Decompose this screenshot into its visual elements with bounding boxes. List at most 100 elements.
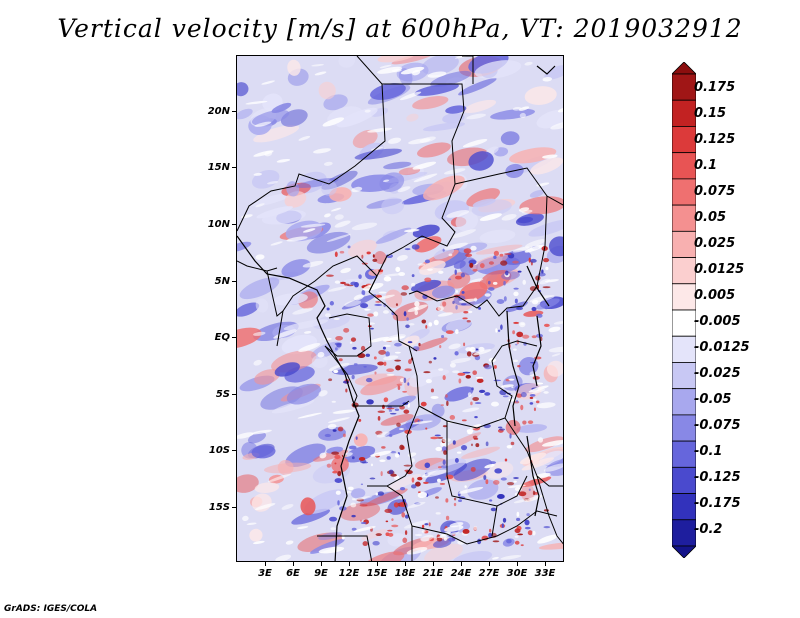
velocity-streak bbox=[383, 179, 390, 183]
velocity-speckle bbox=[360, 522, 367, 524]
velocity-streak bbox=[261, 80, 276, 85]
velocity-speckle bbox=[529, 286, 537, 292]
velocity-speckle bbox=[453, 497, 457, 501]
velocity-speckle bbox=[464, 485, 467, 489]
velocity-patch bbox=[385, 289, 403, 308]
velocity-speckle bbox=[385, 351, 390, 357]
velocity-speckle bbox=[433, 319, 439, 326]
velocity-patch bbox=[254, 369, 280, 385]
velocity-patch bbox=[520, 452, 547, 465]
velocity-streak bbox=[242, 515, 249, 522]
velocity-speckle bbox=[463, 311, 469, 314]
velocity-speckle bbox=[531, 335, 537, 339]
velocity-speckle bbox=[514, 535, 519, 538]
velocity-speckle bbox=[353, 363, 358, 366]
lat-label-10n: 10N bbox=[207, 219, 230, 230]
velocity-speckle bbox=[532, 490, 536, 496]
velocity-speckle bbox=[514, 298, 518, 304]
colorbar-cell bbox=[672, 99, 696, 127]
velocity-speckle bbox=[479, 263, 485, 269]
velocity-speckle bbox=[458, 378, 462, 384]
colorbar bbox=[672, 62, 696, 558]
velocity-patch bbox=[251, 193, 293, 207]
velocity-patch bbox=[521, 476, 552, 488]
velocity-speckle bbox=[520, 544, 524, 547]
velocity-speckle bbox=[347, 284, 354, 287]
velocity-streak bbox=[410, 420, 433, 425]
velocity-speckle bbox=[391, 524, 399, 528]
velocity-speckle bbox=[494, 468, 503, 474]
velocity-streak bbox=[313, 148, 331, 154]
velocity-speckle bbox=[399, 444, 405, 451]
velocity-streak bbox=[352, 496, 373, 501]
velocity-speckle bbox=[425, 427, 428, 430]
velocity-streak bbox=[451, 229, 476, 239]
velocity-speckle bbox=[493, 250, 499, 256]
lat-tick bbox=[232, 111, 236, 112]
velocity-speckle bbox=[493, 379, 502, 382]
velocity-speckle bbox=[470, 466, 476, 472]
velocity-streak bbox=[524, 244, 544, 253]
velocity-speckle bbox=[399, 405, 405, 410]
velocity-speckle bbox=[502, 395, 509, 398]
velocity-speckle bbox=[389, 434, 393, 438]
velocity-speckle bbox=[411, 484, 417, 489]
velocity-speckle bbox=[437, 478, 441, 483]
velocity-speckle bbox=[386, 456, 391, 460]
velocity-speckle bbox=[542, 286, 551, 289]
velocity-speckle bbox=[375, 301, 382, 303]
velocity-speckle bbox=[517, 270, 522, 273]
velocity-speckle bbox=[520, 404, 524, 411]
velocity-streak bbox=[246, 522, 257, 525]
velocity-streak bbox=[553, 321, 563, 325]
velocity-speckle bbox=[524, 526, 531, 530]
velocity-patch bbox=[402, 335, 420, 347]
velocity-patch bbox=[274, 362, 300, 377]
velocity-speckle bbox=[373, 356, 377, 360]
velocity-speckle bbox=[406, 317, 409, 321]
velocity-streak bbox=[557, 107, 563, 113]
velocity-patch bbox=[490, 108, 536, 120]
colorbar-max-arrow bbox=[672, 62, 696, 75]
velocity-speckle bbox=[338, 358, 343, 362]
velocity-speckle bbox=[350, 281, 357, 286]
colorbar-cell bbox=[672, 335, 696, 363]
colorbar-label: -0.125 bbox=[694, 470, 741, 485]
velocity-streak bbox=[384, 273, 405, 277]
lat-label-eq: EQ bbox=[214, 332, 230, 343]
lat-tick bbox=[232, 450, 236, 451]
velocity-speckle bbox=[461, 303, 467, 306]
velocity-speckle bbox=[510, 441, 515, 446]
velocity-speckle bbox=[442, 248, 445, 252]
velocity-patch bbox=[374, 251, 387, 265]
velocity-patch bbox=[509, 147, 557, 164]
lon-tick bbox=[321, 562, 322, 566]
lon-label-30e: 30E bbox=[506, 568, 528, 579]
lat-label-15n: 15N bbox=[207, 162, 230, 173]
velocity-patch bbox=[419, 260, 446, 275]
velocity-speckle bbox=[403, 311, 407, 317]
velocity-speckle bbox=[496, 299, 505, 304]
velocity-speckle bbox=[442, 459, 446, 465]
colorbar-cell bbox=[672, 283, 696, 311]
velocity-speckle bbox=[334, 280, 341, 284]
velocity-patch bbox=[413, 337, 448, 352]
velocity-speckle bbox=[415, 481, 421, 487]
velocity-streak bbox=[512, 246, 530, 253]
velocity-speckle bbox=[329, 516, 338, 522]
velocity-speckle bbox=[484, 364, 492, 370]
velocity-patch bbox=[548, 236, 563, 257]
lon-label-3e: 3E bbox=[258, 568, 272, 579]
velocity-streak bbox=[297, 412, 323, 419]
velocity-streak bbox=[318, 390, 328, 397]
velocity-speckle bbox=[334, 342, 342, 346]
velocity-streak bbox=[364, 109, 371, 113]
velocity-speckle bbox=[500, 260, 508, 266]
lon-tick bbox=[377, 562, 378, 566]
velocity-streak bbox=[318, 546, 345, 554]
velocity-patch bbox=[479, 229, 516, 244]
velocity-speckle bbox=[498, 426, 503, 429]
velocity-speckle bbox=[466, 320, 471, 323]
velocity-speckle bbox=[435, 496, 439, 499]
colorbar-label: -0.005 bbox=[694, 314, 741, 329]
